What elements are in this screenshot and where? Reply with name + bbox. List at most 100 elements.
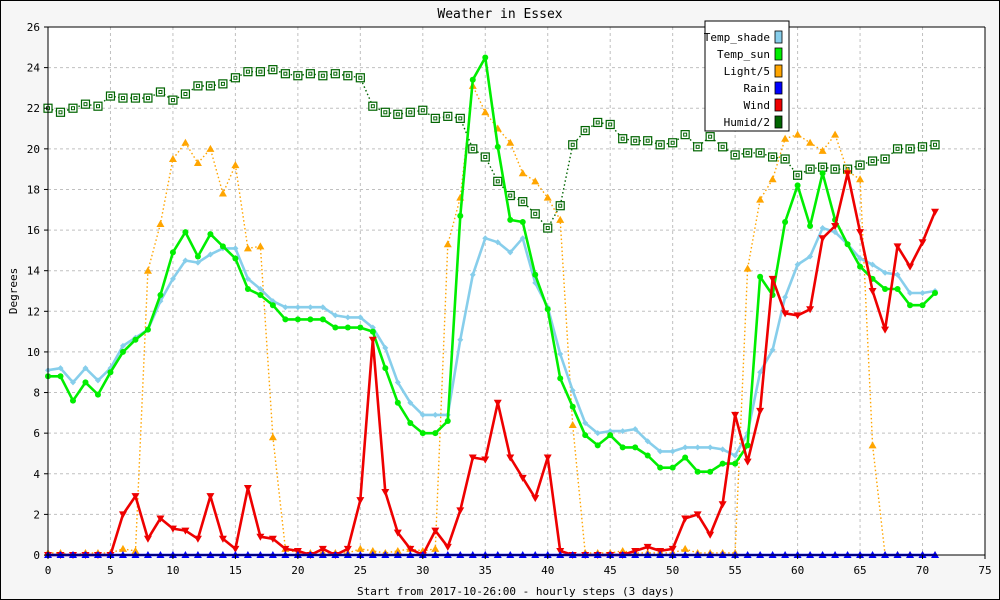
- data-point-triangle: [368, 546, 377, 554]
- data-point-diamond: [482, 235, 489, 242]
- data-point-circle: [732, 460, 739, 467]
- data-point-square-outer: [543, 223, 553, 233]
- data-point-circle: [519, 218, 526, 225]
- data-point-square-outer: [230, 73, 240, 83]
- data-point-square-outer: [817, 162, 828, 172]
- data-point-triangle-down: [143, 535, 152, 543]
- data-point-square-inner: [408, 110, 413, 115]
- legend: Temp_shade Temp_sun Light/5 Rain Wind Humid/2: [704, 20, 790, 132]
- data-point-diamond: [757, 369, 764, 376]
- data-point-circle: [182, 229, 189, 236]
- data-point-triangle: [156, 219, 165, 227]
- data-point-triangle-down: [831, 223, 840, 231]
- data-point-circle: [244, 285, 251, 292]
- data-point-square-outer: [705, 132, 715, 142]
- data-point-circle: [207, 231, 214, 238]
- data-point-triangle-down: [693, 511, 702, 519]
- data-point-square-inner: [908, 146, 913, 151]
- data-point-circle: [544, 306, 551, 313]
- data-point-circle: [144, 326, 151, 333]
- data-point-square: [380, 107, 390, 117]
- data-point-diamond: [257, 285, 264, 292]
- data-point-square-outer: [255, 67, 265, 77]
- x-tick-label: 25: [354, 564, 367, 577]
- data-point-circle: [107, 369, 114, 376]
- data-point-triangle-down: [893, 243, 902, 251]
- data-point-triangle: [518, 169, 527, 177]
- data-point-square: [243, 67, 253, 77]
- data-point-circle: [69, 397, 76, 404]
- data-point-square-outer: [880, 154, 890, 164]
- data-point-square-outer: [368, 101, 378, 111]
- data-point-square-inner: [170, 98, 175, 103]
- legend-swatch: [774, 30, 783, 44]
- data-point-triangle: [818, 146, 827, 154]
- data-point-diamond: [657, 448, 664, 455]
- data-point-square-outer: [343, 71, 353, 81]
- data-point-square-inner: [745, 150, 750, 155]
- data-point-square: [230, 73, 240, 83]
- data-point-square-outer: [630, 136, 640, 146]
- data-point-triangle-down: [318, 545, 327, 553]
- data-point-circle: [844, 241, 851, 248]
- data-point-square-outer: [130, 93, 141, 103]
- data-point-diamond: [307, 304, 314, 311]
- data-point-diamond: [69, 379, 76, 386]
- data-point-diamond: [582, 420, 589, 426]
- y-tick-label: 12: [27, 305, 40, 318]
- data-point-circle: [57, 373, 64, 380]
- data-point-square: [668, 138, 678, 148]
- data-point-circle: [619, 444, 626, 451]
- data-point-square-inner: [295, 73, 300, 78]
- y-tick-label: 2: [33, 508, 40, 521]
- series-wind: [44, 170, 940, 559]
- data-point-triangle: [531, 177, 540, 185]
- data-point-diamond: [782, 294, 789, 301]
- legend-swatch: [774, 81, 783, 95]
- legend-swatch: [774, 47, 783, 61]
- data-point-diamond: [382, 344, 389, 351]
- data-point-square: [855, 160, 865, 170]
- x-tick-label: 35: [479, 564, 492, 577]
- data-point-square-inner: [895, 146, 900, 151]
- data-point-square-inner: [645, 138, 650, 143]
- data-point-square-outer: [493, 176, 503, 186]
- data-point-square-inner: [333, 71, 338, 76]
- tick-labels: 0 5 10 15 20 25 30 35 40 45 50 55 60 65 70 750246810121…: [27, 21, 992, 577]
- data-point-square: [180, 89, 191, 99]
- data-point-triangle-down: [756, 407, 765, 415]
- data-point-square-outer: [355, 73, 365, 83]
- data-point-diamond: [869, 261, 876, 268]
- data-point-circle: [94, 391, 101, 398]
- data-point-square-outer: [905, 144, 915, 154]
- data-point-square-inner: [808, 167, 813, 172]
- data-point-triangle-down: [743, 458, 752, 466]
- data-point-square-inner: [920, 144, 925, 149]
- data-point-square: [530, 209, 540, 219]
- x-tick-label: 60: [791, 564, 804, 577]
- data-point-diamond: [632, 426, 639, 433]
- data-point-circle: [507, 216, 514, 223]
- data-point-square: [630, 136, 640, 146]
- data-point-diamond: [469, 271, 476, 278]
- data-point-square-inner: [470, 146, 475, 151]
- data-point-square-outer: [780, 154, 790, 164]
- data-point-square-inner: [670, 140, 675, 145]
- data-point-square-outer: [155, 87, 166, 97]
- data-point-triangle: [556, 215, 565, 223]
- data-point-circle: [857, 263, 864, 270]
- data-point-square-inner: [433, 116, 438, 121]
- data-point-diamond: [919, 290, 926, 297]
- data-point-square: [168, 95, 178, 105]
- data-point-diamond: [519, 235, 526, 242]
- data-point-square-inner: [345, 73, 350, 78]
- data-point-circle: [357, 324, 364, 331]
- data-point-triangle-down: [206, 493, 215, 501]
- data-point-square: [892, 144, 903, 154]
- data-point-triangle: [206, 144, 215, 152]
- data-point-square: [105, 91, 116, 101]
- data-point-triangle-down: [356, 497, 365, 505]
- data-point-square-inner: [858, 163, 863, 168]
